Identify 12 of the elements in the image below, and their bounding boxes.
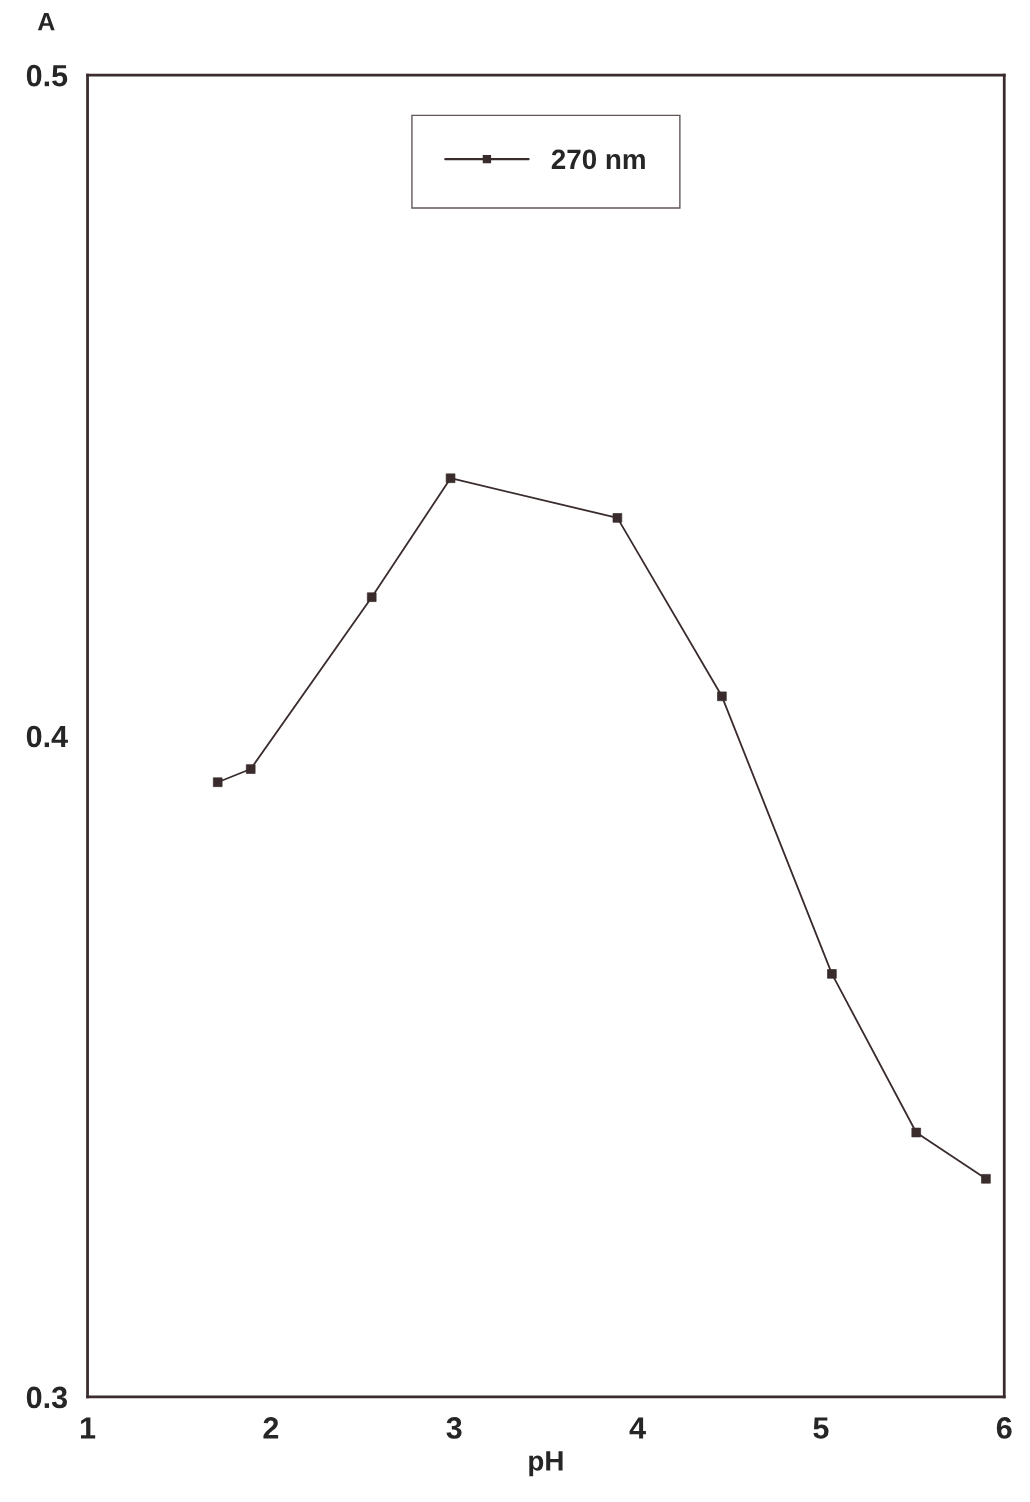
x-tick-label: 1: [80, 1417, 96, 1439]
y-tick-label: 0.4: [26, 725, 68, 748]
y-axis-title: A: [37, 13, 55, 31]
y-tick-label: 0.3: [26, 1386, 68, 1409]
x-tick-label: 4: [629, 1417, 646, 1439]
x-tick-label: 6: [996, 1417, 1012, 1439]
legend-label: 270 nm: [551, 149, 645, 170]
x-tick-label: 2: [263, 1417, 279, 1439]
x-tick-label: 5: [813, 1417, 829, 1439]
y-tick-label: 0.5: [26, 64, 68, 87]
x-tick-label: 3: [446, 1417, 462, 1439]
x-axis-title: pH: [529, 1451, 563, 1477]
